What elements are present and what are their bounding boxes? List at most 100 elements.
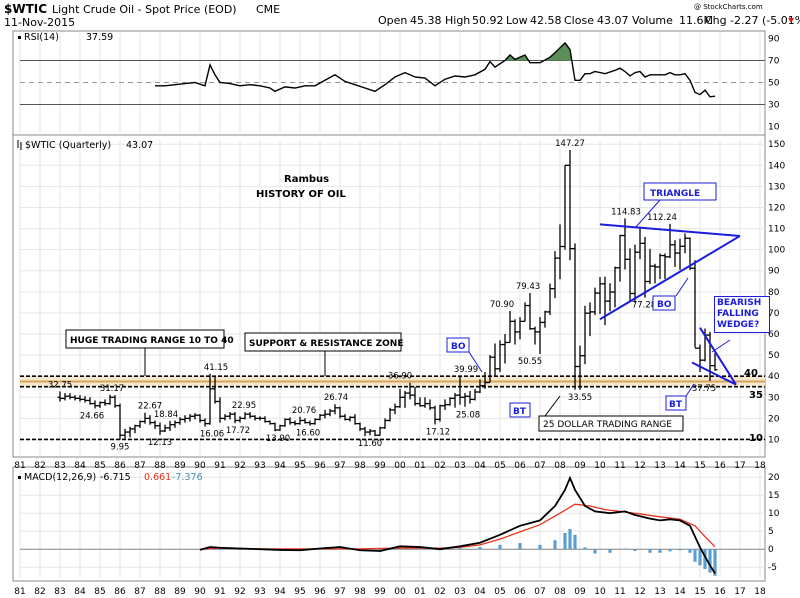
down-arrow-icon — [788, 18, 794, 23]
open-label: Open — [378, 14, 407, 27]
price-value-label: 24.66 — [80, 412, 104, 422]
price-value-label: 20.76 — [292, 406, 316, 416]
x-tick-label: 15 — [694, 461, 705, 471]
macd-histogram-bar — [703, 549, 707, 569]
price-tick-label: 20 — [768, 414, 780, 424]
date: 11-Nov-2015 — [4, 16, 75, 29]
bo-box-2014 — [652, 295, 676, 311]
rsi-tick-label: 50 — [768, 79, 780, 89]
macd-histogram-bar — [713, 549, 717, 576]
x-tick-label: 08 — [554, 461, 566, 471]
triangle-pointer — [634, 199, 661, 229]
dollar-range-pointer — [544, 395, 561, 417]
x-tick-label: 14 — [674, 461, 686, 471]
support-box — [244, 332, 402, 352]
x-tick-label: 89 — [174, 461, 186, 471]
x-tick-label: 88 — [154, 461, 166, 471]
price-value-label: 22.67 — [138, 402, 162, 412]
x-tick-label: 05 — [494, 587, 505, 597]
price-tick-label: 120 — [768, 203, 785, 213]
macd-histogram-bar — [498, 544, 502, 550]
price-tick-label: 140 — [768, 161, 785, 171]
x-tick-label: 04 — [474, 461, 486, 471]
bt-box-2006 — [509, 402, 531, 418]
x-tick-label: 97 — [334, 587, 345, 597]
macd-tick-label: 0 — [768, 545, 774, 555]
macd-histogram-bar — [658, 549, 662, 553]
x-tick-label: 83 — [54, 461, 65, 471]
macd-plot — [20, 475, 765, 576]
x-tick-label: 98 — [354, 461, 366, 471]
wedge-upper-line — [699, 327, 737, 386]
histogram-value: -7.376 — [172, 472, 203, 483]
price-value-label: 17.72 — [226, 426, 250, 436]
triangle-label: TRIANGLE — [650, 189, 700, 199]
x-tick-label: 96 — [314, 461, 326, 471]
chg-label: Chg — [705, 14, 727, 27]
price-value-label: 16.06 — [200, 430, 224, 440]
rsi-tick-label: 90 — [768, 35, 780, 45]
x-tick-label: 81 — [14, 587, 25, 597]
x-tick-label: 91 — [214, 587, 225, 597]
x-tick-label: 92 — [234, 587, 245, 597]
wedge-note: BEARISH FALLING WEDGE? — [714, 296, 770, 333]
triangle-lower-line — [599, 235, 741, 321]
x-tick-label: 91 — [214, 461, 225, 471]
price-tick-label: 50 — [768, 351, 780, 361]
rsi-value: 37.59 — [86, 32, 113, 43]
macd-histogram-bar — [633, 549, 637, 551]
x-tick-label: 92 — [234, 461, 245, 471]
price-value-label: 41.15 — [204, 363, 228, 373]
macd-histogram-bar — [688, 549, 692, 553]
bt-box-2015 — [665, 395, 687, 411]
x-tick-label: 17 — [734, 587, 745, 597]
price-value-label: 25.08 — [456, 411, 480, 421]
dollar-range-label: 25 DOLLAR TRADING RANGE — [543, 420, 672, 430]
macd-histogram-bar — [608, 549, 612, 553]
macd-tick-label: 10 — [768, 509, 780, 519]
macd-panel — [12, 466, 766, 582]
rsi-plot — [20, 41, 765, 105]
price-tick-label: 130 — [768, 182, 785, 192]
macd-histogram-bar — [518, 543, 522, 550]
price-value-label: 9.95 — [111, 443, 130, 453]
price-tick-label: 30 — [768, 393, 780, 403]
x-tick-label: 84 — [74, 461, 86, 471]
macd-histogram-bar — [648, 549, 652, 553]
x-tick-label: 02 — [434, 461, 445, 471]
price-value-label: 79.43 — [516, 282, 540, 292]
support-label: SUPPORT & RESISTANCE ZONE — [249, 339, 404, 349]
macd-line — [199, 475, 716, 574]
price-value-label: 13.90 — [266, 434, 290, 444]
x-tick-label: 09 — [574, 587, 586, 597]
x-tick-label: 18 — [754, 461, 766, 471]
price-value-label: 70.90 — [490, 300, 514, 310]
rsi-tick-label: 70 — [768, 57, 780, 67]
price-value-label: 77.28 — [632, 301, 656, 311]
macd-tick-label: 20 — [768, 473, 780, 483]
x-tick-label: 00 — [394, 461, 406, 471]
author-label: Rambus — [284, 174, 329, 185]
macd-legend: MACD(12,26,9) -6.715 0.661 -7.376 — [18, 472, 203, 483]
price-value-label: 26.74 — [324, 393, 348, 403]
macd-histogram-bar — [593, 549, 597, 554]
bt-pointer-2015 — [685, 383, 695, 397]
macd-histogram-bar — [583, 547, 587, 550]
price-tick-label: 90 — [768, 267, 780, 277]
x-tick-label: 95 — [294, 587, 305, 597]
x-tick-label: 99 — [374, 461, 386, 471]
macd-histogram-bar — [708, 549, 712, 573]
x-tick-label: 14 — [674, 587, 686, 597]
price-value-label: 112.24 — [647, 213, 677, 223]
price-tick-label: 70 — [768, 309, 780, 319]
x-tick-label: 00 — [394, 587, 406, 597]
x-tick-label: 90 — [194, 461, 206, 471]
price-value-label: 50.55 — [518, 357, 542, 367]
x-tick-label: 81 — [14, 461, 25, 471]
macd-histogram-bar — [698, 549, 702, 566]
x-tick-label: 09 — [574, 461, 586, 471]
price-tick-label: 110 — [768, 225, 785, 235]
price-tick-label: 80 — [768, 288, 780, 298]
annotations: Rambus HISTORY OF OIL HUGE TRADING RANGE… — [65, 174, 770, 432]
